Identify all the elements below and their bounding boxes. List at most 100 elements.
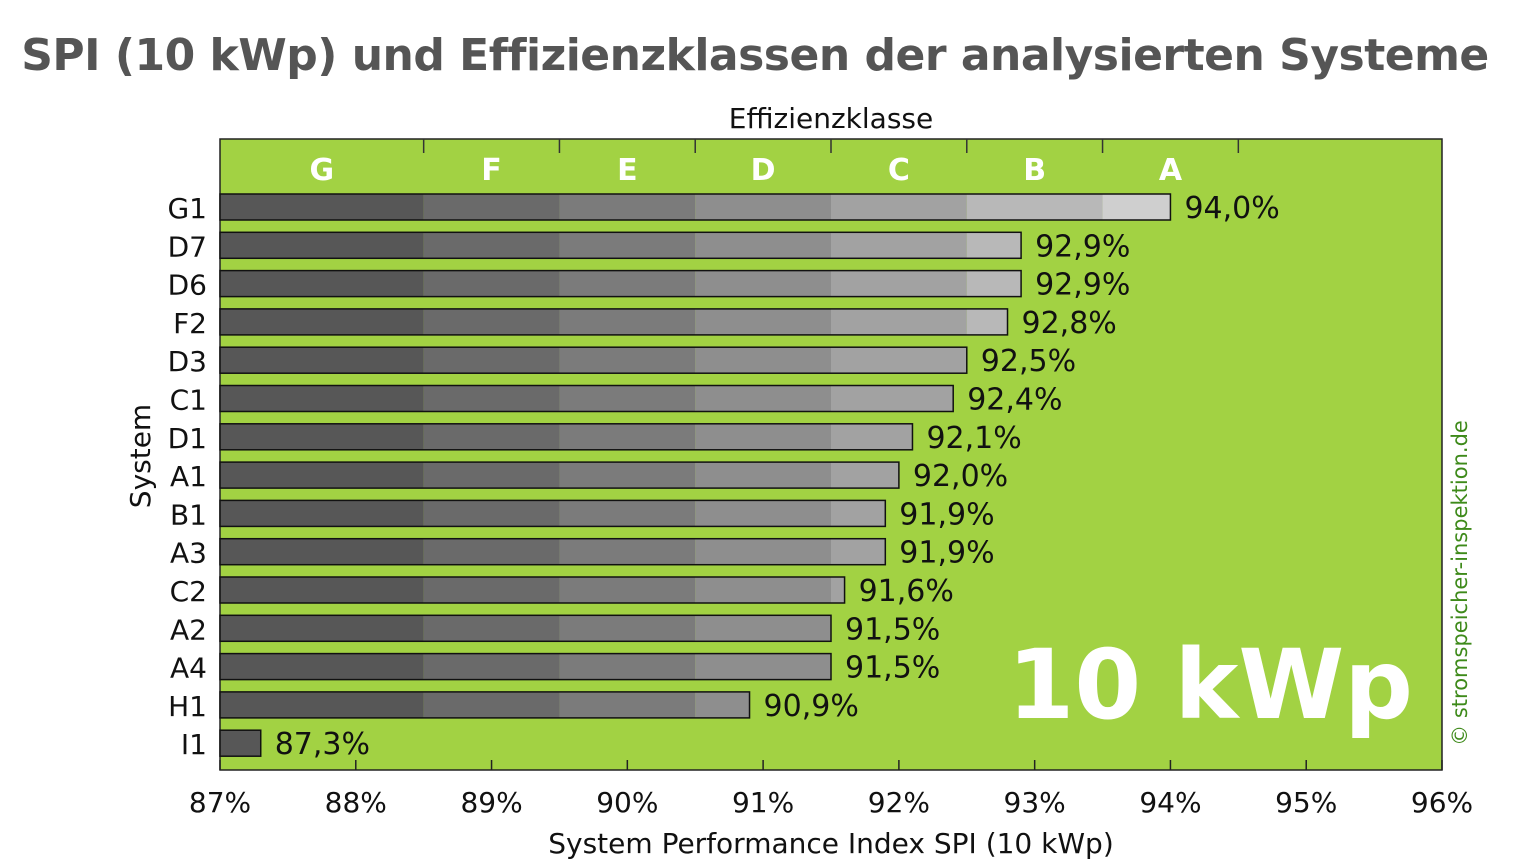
bar-segment-g — [220, 730, 261, 757]
bar-i1 — [219, 729, 262, 757]
bar-outline — [219, 269, 1022, 298]
bar-segment-c — [831, 232, 967, 259]
bar-segment-e — [559, 538, 696, 565]
bar-segment-g — [220, 385, 424, 412]
bar-segment-e — [559, 653, 696, 680]
credit-text: © stromspeicher-inspektion.de — [1448, 420, 1472, 746]
bar-segment-c — [831, 194, 967, 220]
bar-outline — [219, 652, 832, 681]
value-label: 91,9% — [899, 497, 994, 532]
bar-segment-d — [695, 194, 831, 220]
y-tick-label: G1 — [167, 192, 207, 225]
bar-segment-b — [966, 232, 1022, 259]
bar-segment-d — [695, 270, 831, 297]
bar-segment-d — [695, 308, 831, 335]
y-tick-label: I1 — [181, 728, 207, 761]
bar-a3 — [219, 537, 887, 566]
bar-outline — [219, 499, 887, 528]
bar-outline — [219, 461, 900, 489]
bar-segment-g — [220, 615, 424, 642]
bar-segment-c — [831, 462, 899, 489]
bar-outline — [219, 308, 1009, 336]
value-label: 92,0% — [913, 459, 1008, 494]
bar-c2 — [219, 576, 846, 604]
value-label: 91,6% — [859, 574, 954, 609]
bar-segment-f — [423, 194, 560, 220]
bar-segment-f — [423, 423, 560, 450]
bar-segment-f — [423, 500, 560, 527]
bar-segment-e — [559, 270, 696, 297]
bar-segment-c — [831, 577, 845, 603]
bar-segment-b — [966, 270, 1022, 297]
x-tick-label: 91% — [732, 786, 794, 819]
bar-segment-d — [695, 691, 750, 718]
value-label: 92,9% — [1035, 229, 1130, 264]
bar-segment-g — [220, 653, 424, 680]
x-tick-label: 89% — [460, 786, 522, 819]
bars — [219, 193, 1172, 757]
class-label-e: E — [617, 153, 638, 188]
bar-outline — [219, 423, 914, 451]
bar-segment-g — [220, 577, 424, 603]
value-label: 91,9% — [899, 536, 994, 571]
class-label-b: B — [1023, 153, 1046, 188]
x-tick-label: 87% — [189, 786, 251, 819]
bar-segment-d — [695, 347, 831, 374]
bar-segment-c — [831, 538, 886, 565]
bar-segment-e — [559, 194, 696, 220]
x-tick-label: 93% — [1004, 786, 1066, 819]
bar-segment-g — [220, 347, 424, 374]
bar-segment-f — [423, 385, 560, 412]
power-badge: 10 kWp — [1008, 629, 1413, 741]
bar-d1 — [219, 423, 914, 451]
bar-segment-f — [423, 538, 560, 565]
x-tick-label: 96% — [1411, 786, 1473, 819]
bar-outline — [219, 231, 1022, 260]
bar-a1 — [219, 461, 900, 489]
bar-segment-e — [559, 423, 696, 450]
bar-outline — [219, 346, 968, 374]
bar-segment-f — [423, 462, 560, 489]
bar-segment-d — [695, 615, 831, 642]
y-tick-label: A2 — [170, 613, 207, 646]
y-tick-labels: G1 D7 D6 F2 D3 C1 D1 A1 B1 A3 C2 A2 A4 H1 I1 — [167, 192, 207, 761]
bar-segment-g — [220, 462, 424, 489]
bar-segment-a — [1102, 194, 1171, 220]
bar-segment-g — [220, 538, 424, 565]
bar-segment-g — [220, 308, 424, 335]
value-label: 91,5% — [845, 651, 940, 686]
y-tick-label: A1 — [170, 460, 207, 493]
value-label: 87,3% — [275, 727, 370, 762]
bar-segment-f — [423, 653, 560, 680]
bar-d7 — [219, 231, 1022, 260]
bar-segment-d — [695, 577, 831, 603]
value-label: 94,0% — [1184, 191, 1279, 226]
x-tick-label: 92% — [868, 786, 930, 819]
value-label: 92,8% — [1022, 306, 1117, 341]
bar-segment-c — [831, 308, 967, 335]
bar-segment-g — [220, 423, 424, 450]
bar-c1 — [219, 384, 954, 413]
chart-title: SPI (10 kWp) und Effizienzklassen der an… — [21, 30, 1489, 81]
bar-segment-f — [423, 308, 560, 335]
bar-segment-d — [695, 538, 831, 565]
bar-segment-c — [831, 423, 913, 450]
bar-segment-f — [423, 347, 560, 374]
y-tick-label: D6 — [168, 269, 207, 302]
bar-segment-e — [559, 615, 696, 642]
bar-outline — [219, 729, 262, 757]
bar-a2 — [219, 614, 832, 643]
y-tick-label: D1 — [168, 422, 207, 455]
class-label-c: C — [888, 153, 910, 188]
x-tick-label: 94% — [1139, 786, 1201, 819]
value-label: 90,9% — [764, 689, 859, 724]
bar-segment-b — [966, 308, 1008, 335]
bar-segment-g — [220, 270, 424, 297]
bar-outline — [219, 691, 751, 719]
bar-segment-c — [831, 500, 886, 527]
value-label: 92,4% — [967, 383, 1062, 418]
bar-segment-f — [423, 270, 560, 297]
bar-outline — [219, 193, 1172, 221]
y-tick-label: B1 — [170, 498, 207, 531]
